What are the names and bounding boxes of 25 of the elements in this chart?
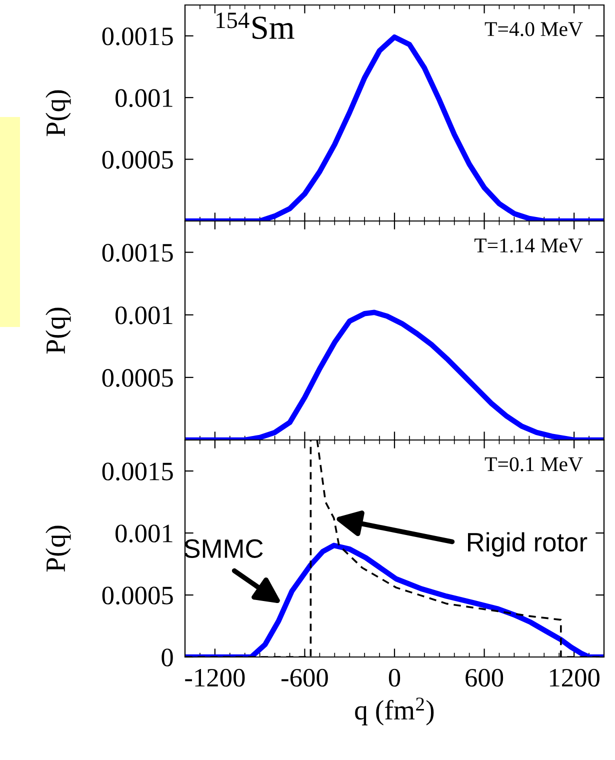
annotation: T=0.1 MeV xyxy=(484,457,583,472)
x-tick-label: 0 xyxy=(388,668,400,687)
y-axis-title: P(q) xyxy=(46,526,71,572)
x-axis-title: q (fm$^{2}$) xyxy=(355,698,434,726)
annotation: T=4.0 MeV xyxy=(484,22,583,36)
y-tick-label: 0.001 xyxy=(116,306,172,324)
x-tick-label: 600 xyxy=(466,668,504,687)
x-tick-label: 1200 xyxy=(550,668,600,687)
y-tick-label: 0.001 xyxy=(116,89,172,108)
annotation: T=1.14 MeV xyxy=(474,238,583,253)
y-tick-label: 0.0005 xyxy=(102,150,173,169)
y-tick-label: 0.0015 xyxy=(102,244,173,262)
x-tick-label: -1200 xyxy=(185,668,245,687)
y-axis-title: P(q) xyxy=(46,308,71,354)
y-tick-label: 0.0015 xyxy=(102,27,173,46)
annotation: $^{154}$Sm xyxy=(216,12,294,40)
annotation: Rigid rotor xyxy=(468,532,588,557)
y-tick-label: 0.001 xyxy=(116,524,172,543)
y-tick-label: 0.0005 xyxy=(102,586,173,605)
x-tick-label: -600 xyxy=(282,668,328,687)
y-axis-title: P(q) xyxy=(46,90,71,136)
y-tick-label: 0 xyxy=(162,648,173,666)
y-tick-label: 0.0015 xyxy=(102,462,173,481)
annotation: SMMC xyxy=(184,539,263,558)
y-tick-label: 0.0005 xyxy=(102,369,173,387)
